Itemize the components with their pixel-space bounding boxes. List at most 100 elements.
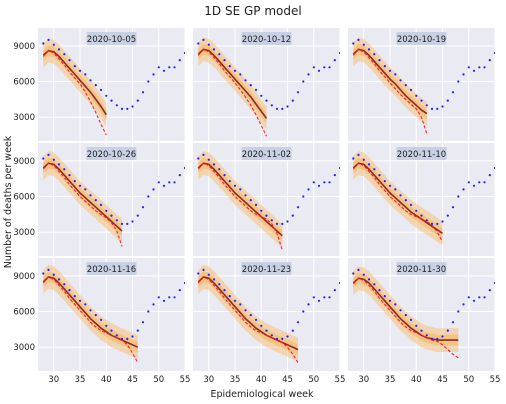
x-tick-label: 30 <box>358 375 369 385</box>
panel-plot-area <box>42 38 185 136</box>
observed-point <box>338 51 340 55</box>
observed-point <box>52 273 55 276</box>
observed-point <box>254 318 258 321</box>
observed-point <box>483 296 486 299</box>
observed-point <box>249 84 252 87</box>
panel-date-label: 2020-11-10 <box>397 150 446 160</box>
uncertainty-band-inner <box>198 44 267 124</box>
observed-point <box>202 38 205 42</box>
observed-point <box>141 91 145 94</box>
observed-point <box>425 219 428 222</box>
panel-grid: 2020-10-05 3000 6000 9000 2020-10-12 2020-10-… <box>13 28 500 385</box>
observed-point <box>352 272 355 275</box>
x-tick-label: 40 <box>411 375 422 385</box>
observed-point <box>57 163 61 166</box>
observed-point <box>131 220 134 223</box>
observed-point <box>173 66 176 69</box>
y-tick-label: 9000 <box>13 272 35 282</box>
observed-point <box>126 107 129 110</box>
observed-point <box>218 53 221 56</box>
observed-point <box>270 104 273 107</box>
x-tick-label: 30 <box>203 375 214 385</box>
forecast-line <box>352 277 459 359</box>
observed-point <box>323 181 326 184</box>
observed-point <box>333 289 336 292</box>
observed-point <box>404 84 407 87</box>
observed-point <box>425 334 428 337</box>
observed-point <box>99 318 103 321</box>
observed-point <box>99 88 103 91</box>
observed-point <box>120 337 124 340</box>
observed-point <box>367 48 371 51</box>
observed-point <box>457 310 460 313</box>
observed-point <box>478 181 481 184</box>
observed-point <box>105 94 108 97</box>
observed-point <box>68 289 71 292</box>
date-label-box <box>396 147 447 160</box>
gp-fit-line <box>42 162 123 232</box>
observed-point <box>291 99 294 102</box>
date-label-box <box>241 147 292 160</box>
observed-point <box>63 168 66 171</box>
observed-point <box>483 66 486 69</box>
observed-point <box>420 329 423 332</box>
panel-background <box>348 28 495 141</box>
observed-point <box>115 334 118 337</box>
observed-point <box>126 337 129 340</box>
observed-point <box>212 278 216 281</box>
date-label-box <box>396 32 447 45</box>
observed-point <box>183 51 185 55</box>
gp-fit-line <box>197 48 268 119</box>
observed-point <box>451 206 455 209</box>
observed-point <box>131 335 134 338</box>
observed-point <box>488 289 491 292</box>
observed-point <box>197 272 200 275</box>
observed-point <box>394 303 397 306</box>
observed-point <box>136 99 139 102</box>
observed-point <box>244 309 247 312</box>
observed-point <box>441 335 444 338</box>
observed-point <box>42 157 45 160</box>
observed-point <box>373 283 376 286</box>
observed-point <box>239 303 242 306</box>
panel-date-label: 2020-10-12 <box>242 35 291 45</box>
observed-point <box>302 195 305 198</box>
observed-point <box>478 66 481 69</box>
observed-point <box>168 66 171 69</box>
x-tick-label: 50 <box>463 375 474 385</box>
observed-point <box>249 314 252 317</box>
observed-point <box>467 66 470 69</box>
observed-point <box>383 65 386 68</box>
observed-point <box>73 295 76 298</box>
observed-point <box>328 296 331 299</box>
observed-point <box>394 73 397 76</box>
observed-point <box>207 43 210 46</box>
y-tick-label: 3000 <box>13 343 35 353</box>
observed-point <box>323 296 326 299</box>
observed-point <box>415 209 418 212</box>
observed-point <box>136 214 139 217</box>
x-tick-label: 50 <box>308 375 319 385</box>
observed-point <box>94 199 97 202</box>
observed-point <box>84 73 87 76</box>
observed-point <box>493 281 495 285</box>
observed-point <box>462 303 465 306</box>
observed-point <box>446 214 449 217</box>
gp-fit-line <box>42 49 107 116</box>
panel-plot-area <box>197 151 340 251</box>
observed-point <box>228 295 231 298</box>
observed-point <box>399 309 402 312</box>
observed-point <box>362 43 365 46</box>
observed-point <box>472 184 476 187</box>
observed-point <box>47 38 50 42</box>
gp-fit-line <box>352 48 428 115</box>
observed-point <box>157 66 160 69</box>
observed-point <box>467 181 470 184</box>
forecast-line <box>197 162 283 251</box>
panel-date-label: 2020-10-05 <box>87 35 136 45</box>
forecast-line <box>197 48 267 137</box>
observed-point <box>78 184 82 187</box>
observed-point <box>141 206 145 209</box>
observed-point <box>420 99 423 102</box>
observed-point <box>89 309 92 312</box>
